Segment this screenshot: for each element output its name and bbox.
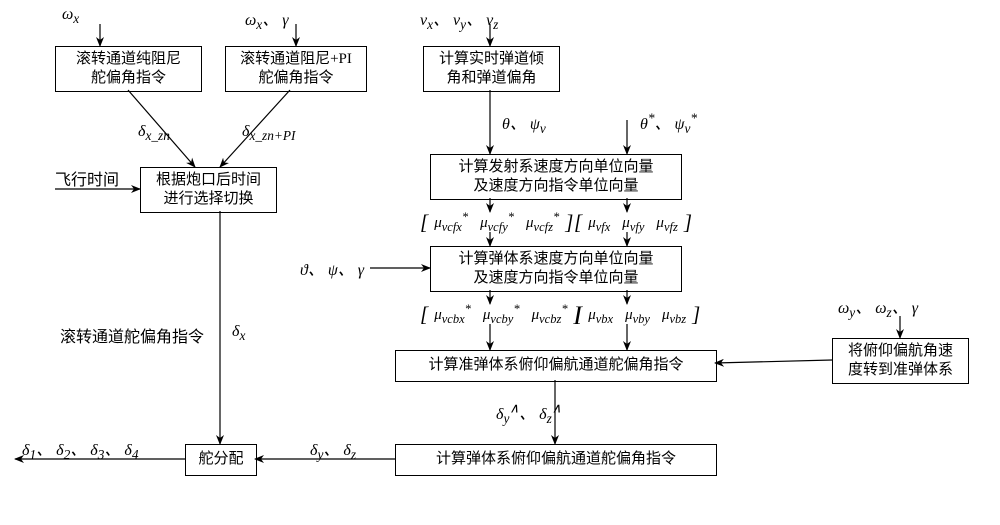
label-delta-x-zn: δx_zn [138,123,170,144]
input-theta-psiv-star: θ*、 ψv* [640,110,697,137]
box-rate-to-quasibody: 将俯仰偏航角速度转到准弹体系 [832,338,969,384]
bracket-mu-vf: [μvfxμvfyμvfz] [572,208,694,235]
box-roll-pure-damping: 滚转通道纯阻尼舵偏角指令 [55,46,202,92]
label-delta-yz-hat: δy∧、 δz∧ [496,400,562,427]
box-body-unitvec: 计算弹体系速度方向单位向量及速度方向指令单位向量 [430,246,682,292]
box-quasibody-cmd: 计算准弹体系俯仰偏航通道舵偏角指令 [395,350,717,382]
box-rudder-alloc: 舵分配 [185,444,257,476]
bracket-mu-vcb-star: [μvcbx*μvcby*μvcbz*] [418,300,584,327]
label-delta-1234: δ1、 δ2、 δ3、 δ4 [22,436,138,463]
box-launch-unitvec: 计算发射系速度方向单位向量及速度方向指令单位向量 [430,154,682,200]
input-flight-time: 飞行时间 [55,166,119,190]
box-compute-traj-angles: 计算实时弹道倾角和弹道偏角 [423,46,560,92]
box-select-switch: 根据炮口后时间进行选择切换 [140,167,277,213]
input-theta-psi-gamma: ϑ、 ψ、 γ [300,256,364,280]
input-omega-x: ωx [62,6,79,27]
label-theta-psiv: θ、 ψv [502,110,546,137]
box-body-cmd: 计算弹体系俯仰偏航通道舵偏角指令 [395,444,717,476]
bracket-mu-vb: [μvbxμvbyμvbz] [572,300,702,327]
label-delta-x-znpi: δx_zn+PI [242,123,295,144]
label-delta-x: δx [232,323,245,344]
label-roll-cmd-text: 滚转通道舵偏角指令 [60,323,204,347]
input-omega-x-gamma: ωx、 γ [245,6,289,33]
bracket-mu-vcf-star: [μvcfx*μvcfy*μvcfz*] [418,208,575,235]
label-delta-yz: δy、 δz [310,436,356,463]
arrow-a_b7_b8 [715,360,832,363]
box-roll-damping-pi: 滚转通道阻尼+PI舵偏角指令 [225,46,367,92]
input-velocity: vx、 vy、 vz [420,6,498,33]
input-omega-yz-gamma: ωy、 ωz、 γ [838,294,918,321]
